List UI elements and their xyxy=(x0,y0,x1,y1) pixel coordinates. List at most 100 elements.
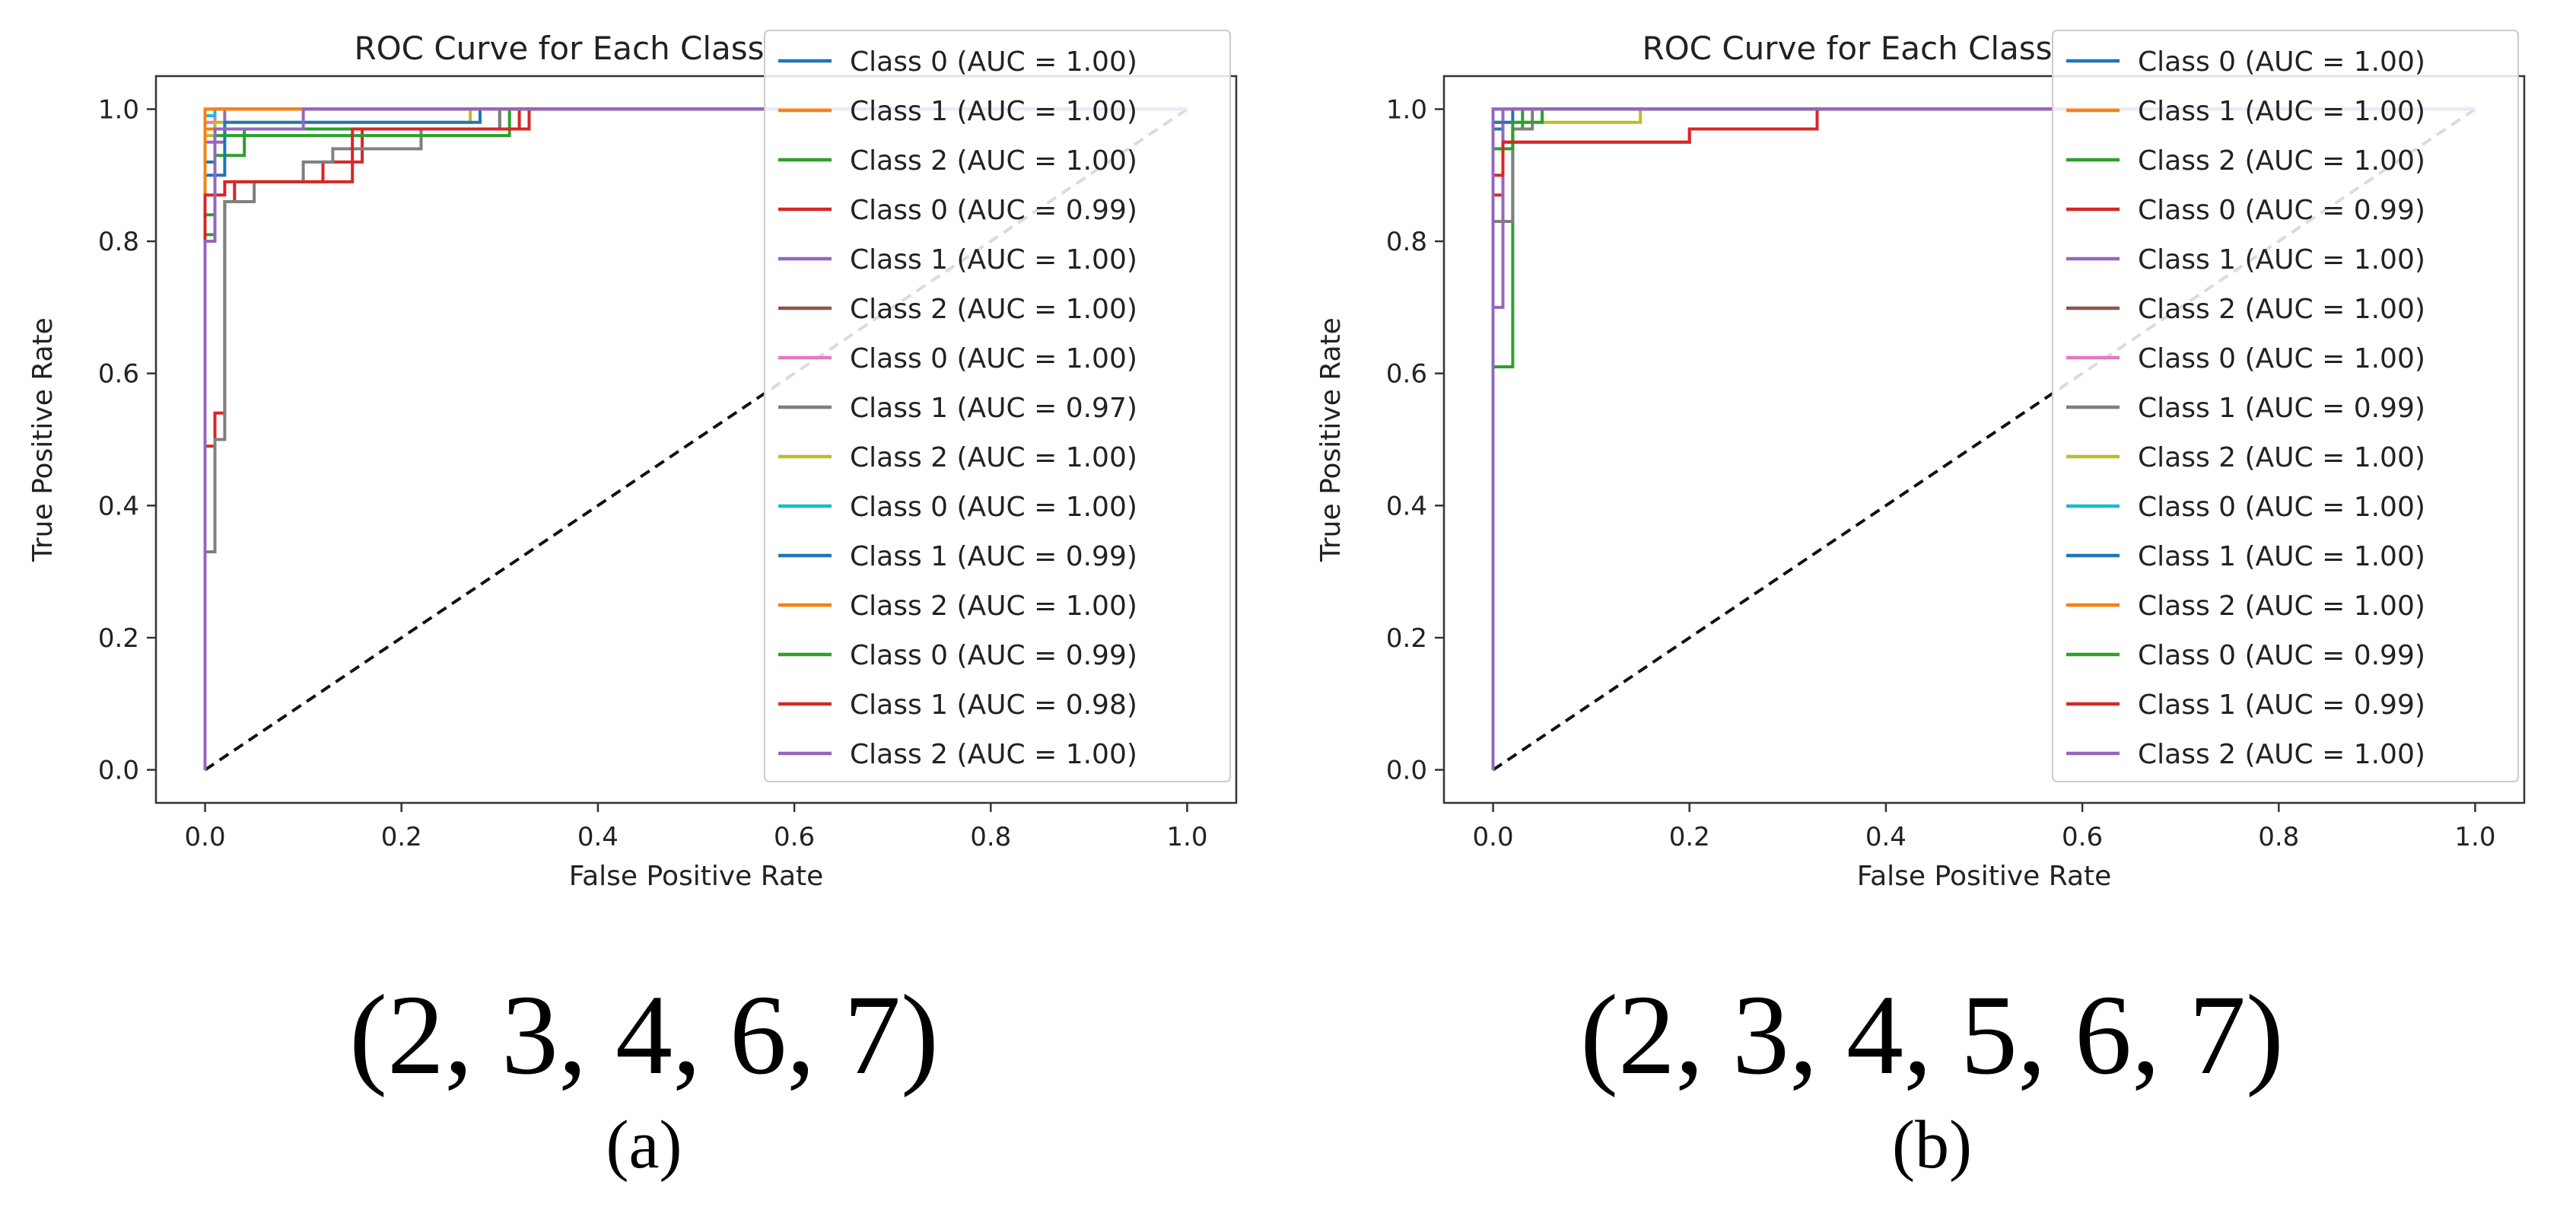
legend-label: Class 2 (AUC = 1.00) xyxy=(2138,442,2425,473)
legend-label: Class 1 (AUC = 1.00) xyxy=(2138,244,2425,275)
legend: Class 0 (AUC = 1.00) Class 1 (AUC = 1.00)… xyxy=(2052,30,2519,782)
roc-chart-panel-a: 0.0 0.2 0.4 0.6 0.8 1.0 0.0 0.2 0.4 0.6 0.8 1.0 Fals… xyxy=(27,30,1238,1183)
legend-box xyxy=(764,30,1231,782)
legend-label: Class 1 (AUC = 1.00) xyxy=(850,96,1137,127)
legend-label: Class 0 (AUC = 1.00) xyxy=(850,46,1137,78)
x-tick-label: 0.2 xyxy=(381,822,422,852)
roc-chart-a: 0.0 0.2 0.4 0.6 0.8 1.0 0.0 0.2 0.4 0.6 0.8 1.0 Fals… xyxy=(27,30,1238,892)
x-axis-label: False Positive Rate xyxy=(569,861,824,892)
legend-label: Class 0 (AUC = 0.99) xyxy=(850,195,1137,226)
legend-item: Class 2 (AUC = 1.00) xyxy=(778,294,1137,325)
legend: Class 0 (AUC = 1.00) Class 1 (AUC = 1.00)… xyxy=(764,30,1231,782)
legend-item: Class 2 (AUC = 1.00) xyxy=(778,442,1137,473)
chart-title: ROC Curve for Each Class xyxy=(1642,30,2052,67)
legend-label: Class 2 (AUC = 1.00) xyxy=(850,145,1137,177)
x-tick-label: 0.0 xyxy=(1473,822,1514,852)
legend-label: Class 2 (AUC = 1.00) xyxy=(850,739,1137,770)
legend-item: Class 0 (AUC = 1.00) xyxy=(778,46,1137,78)
legend-item: Class 1 (AUC = 0.99) xyxy=(778,541,1137,572)
legend-item: Class 2 (AUC = 1.00) xyxy=(2066,294,2425,325)
legend-label: Class 1 (AUC = 0.99) xyxy=(2138,393,2425,424)
legend-item: Class 2 (AUC = 1.00) xyxy=(778,739,1137,770)
legend-item: Class 1 (AUC = 0.97) xyxy=(778,393,1137,424)
legend-item: Class 0 (AUC = 0.99) xyxy=(778,640,1137,671)
legend-label: Class 2 (AUC = 1.00) xyxy=(2138,145,2425,177)
y-tick-label: 0.0 xyxy=(98,756,139,786)
legend-label: Class 2 (AUC = 1.00) xyxy=(2138,591,2425,622)
x-tick-label: 0.8 xyxy=(2258,822,2299,852)
legend-label: Class 1 (AUC = 0.99) xyxy=(850,541,1137,572)
caption-combination-a: (2, 3, 4, 6, 7) xyxy=(349,972,939,1098)
legend-item: Class 1 (AUC = 1.00) xyxy=(778,96,1137,127)
y-tick-label: 0.4 xyxy=(98,491,139,521)
x-tick-label: 1.0 xyxy=(1166,822,1207,852)
x-tick-label: 0.8 xyxy=(970,822,1011,852)
legend-item: Class 0 (AUC = 0.99) xyxy=(778,195,1137,226)
legend-item: Class 1 (AUC = 1.00) xyxy=(2066,541,2425,572)
legend-label: Class 2 (AUC = 1.00) xyxy=(850,591,1137,622)
legend-label: Class 0 (AUC = 0.99) xyxy=(850,640,1137,671)
chart-title: ROC Curve for Each Class xyxy=(354,30,764,67)
legend-item: Class 2 (AUC = 1.00) xyxy=(2066,591,2425,622)
legend-label: Class 0 (AUC = 1.00) xyxy=(2138,492,2425,523)
legend-label: Class 1 (AUC = 1.00) xyxy=(2138,96,2425,127)
legend-label: Class 1 (AUC = 0.97) xyxy=(850,393,1137,424)
caption-label-a: (a) xyxy=(606,1107,682,1183)
legend-item: Class 0 (AUC = 1.00) xyxy=(2066,343,2425,374)
legend-label: Class 0 (AUC = 0.99) xyxy=(2138,195,2425,226)
y-tick-label: 0.2 xyxy=(98,623,139,654)
x-tick-label: 0.6 xyxy=(2062,822,2103,852)
legend-item: Class 1 (AUC = 0.99) xyxy=(2066,689,2425,721)
legend-label: Class 0 (AUC = 1.00) xyxy=(2138,46,2425,78)
legend-item: Class 2 (AUC = 1.00) xyxy=(2066,442,2425,473)
roc-series-line xyxy=(203,107,1188,770)
legend-label: Class 2 (AUC = 1.00) xyxy=(850,294,1137,325)
legend-label: Class 2 (AUC = 1.00) xyxy=(2138,739,2425,770)
legend-item: Class 0 (AUC = 1.00) xyxy=(2066,492,2425,523)
y-tick-label: 0.0 xyxy=(1386,756,1427,786)
legend-item: Class 0 (AUC = 1.00) xyxy=(778,343,1137,374)
legend-label: Class 1 (AUC = 1.00) xyxy=(850,244,1137,275)
caption-label-b: (b) xyxy=(1892,1107,1972,1183)
legend-label: Class 0 (AUC = 1.00) xyxy=(850,492,1137,523)
legend-item: Class 1 (AUC = 0.99) xyxy=(2066,393,2425,424)
x-axis-label: False Positive Rate xyxy=(1857,861,2112,892)
legend-label: Class 1 (AUC = 1.00) xyxy=(2138,541,2425,572)
caption-combination-b: (2, 3, 4, 5, 6, 7) xyxy=(1580,972,2284,1098)
x-tick-label: 0.0 xyxy=(185,822,226,852)
y-tick-label: 0.2 xyxy=(1386,623,1427,654)
legend-label: Class 2 (AUC = 1.00) xyxy=(2138,294,2425,325)
legend-item: Class 1 (AUC = 1.00) xyxy=(2066,244,2425,275)
y-tick-label: 0.6 xyxy=(98,359,139,390)
legend-item: Class 2 (AUC = 1.00) xyxy=(778,145,1137,177)
legend-item: Class 0 (AUC = 1.00) xyxy=(2066,46,2425,78)
y-tick-label: 0.4 xyxy=(1386,491,1427,521)
legend-label: Class 1 (AUC = 0.99) xyxy=(2138,689,2425,721)
y-tick-label: 0.8 xyxy=(1386,227,1427,257)
y-tick-label: 1.0 xyxy=(98,94,139,125)
y-tick-label: 1.0 xyxy=(1386,94,1427,125)
y-axis-label: True Positive Rate xyxy=(27,317,59,562)
legend-item: Class 1 (AUC = 1.00) xyxy=(778,244,1137,275)
y-axis-label: True Positive Rate xyxy=(1315,317,1347,562)
legend-box xyxy=(2052,30,2519,782)
roc-series-line xyxy=(203,107,1188,770)
legend-label: Class 2 (AUC = 1.00) xyxy=(850,442,1137,473)
legend-item: Class 2 (AUC = 1.00) xyxy=(778,591,1137,622)
legend-item: Class 0 (AUC = 0.99) xyxy=(2066,195,2425,226)
roc-series-line xyxy=(1491,107,2476,770)
legend-label: Class 0 (AUC = 1.00) xyxy=(850,343,1137,374)
y-tick-label: 0.8 xyxy=(98,227,139,257)
x-tick-label: 0.6 xyxy=(774,822,815,852)
x-tick-label: 1.0 xyxy=(2454,822,2495,852)
legend-item: Class 2 (AUC = 1.00) xyxy=(2066,739,2425,770)
y-tick-label: 0.6 xyxy=(1386,359,1427,390)
legend-item: Class 0 (AUC = 0.99) xyxy=(2066,640,2425,671)
roc-chart-b: 0.0 0.2 0.4 0.6 0.8 1.0 0.0 0.2 0.4 0.6 0.8 1.0 Fals… xyxy=(1315,30,2526,892)
x-tick-label: 0.4 xyxy=(577,822,619,852)
legend-item: Class 2 (AUC = 1.00) xyxy=(2066,145,2425,177)
legend-label: Class 0 (AUC = 0.99) xyxy=(2138,640,2425,671)
legend-item: Class 0 (AUC = 1.00) xyxy=(778,492,1137,523)
legend-label: Class 1 (AUC = 0.98) xyxy=(850,689,1137,721)
legend-label: Class 0 (AUC = 1.00) xyxy=(2138,343,2425,374)
